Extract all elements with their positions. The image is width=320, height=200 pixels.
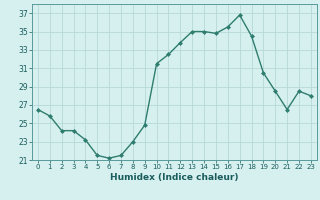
X-axis label: Humidex (Indice chaleur): Humidex (Indice chaleur) [110,173,239,182]
